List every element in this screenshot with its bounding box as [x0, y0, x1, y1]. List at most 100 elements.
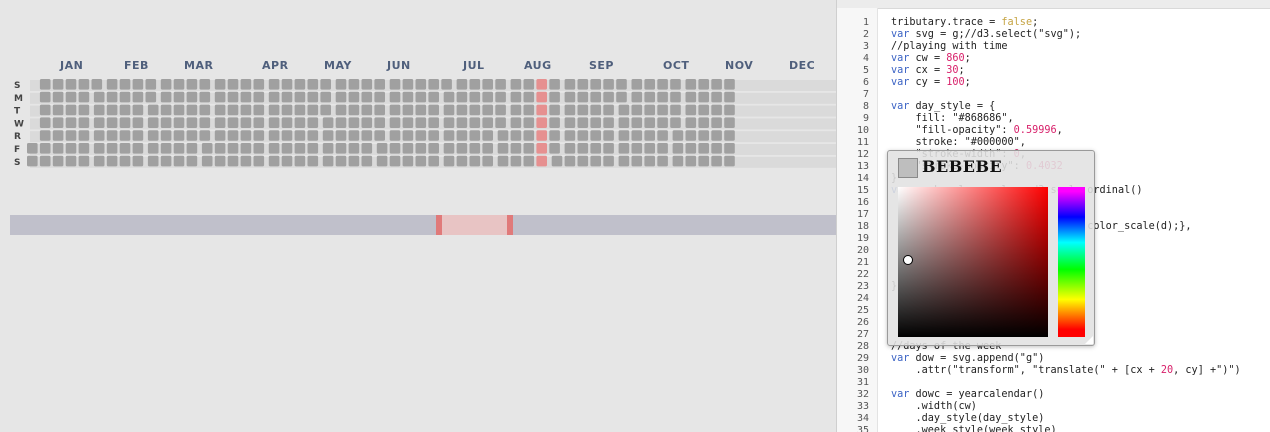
code-line[interactable]: .attr("transform", "translate(" + [cx + … — [891, 365, 1241, 376]
day-cell — [240, 143, 252, 154]
day-cell — [106, 155, 118, 167]
day-cell — [698, 104, 709, 116]
day-cell — [52, 104, 64, 116]
day-cell — [93, 155, 105, 167]
code-line[interactable]: stroke: "#000000", — [891, 137, 1026, 148]
color-picker[interactable]: BEBEBE — [887, 150, 1095, 346]
code-line[interactable]: var cw = 860; — [891, 53, 971, 64]
code-area[interactable]: tributary.trace = false; var svg = g;//d3… — [891, 8, 1270, 432]
code-line[interactable]: var svg = g;//d3.select("svg"); — [891, 29, 1082, 40]
code-line[interactable]: color_scale(d);}, — [1087, 221, 1192, 232]
day-cell — [307, 130, 319, 141]
code-line[interactable]: "fill-opacity": 0.59996, — [891, 125, 1063, 136]
day-cell — [443, 117, 455, 128]
day-cell — [294, 91, 306, 103]
day-cell — [335, 130, 347, 141]
day-cell — [361, 91, 373, 103]
day-cell — [672, 155, 684, 167]
code-line[interactable]: tributary.trace = false; — [891, 17, 1039, 28]
color-hex-value[interactable]: BEBEBE — [922, 157, 1003, 176]
code-line[interactable]: var day_style = { — [891, 101, 996, 112]
day-cell — [173, 155, 185, 167]
hue-slider[interactable] — [1058, 187, 1085, 337]
day-cell — [39, 117, 51, 128]
day-cell — [65, 117, 77, 128]
day-cell — [510, 91, 522, 103]
day-cell — [389, 104, 401, 116]
day-cell — [335, 104, 347, 116]
day-cell — [52, 143, 64, 154]
day-cell — [456, 79, 468, 90]
day-cell — [536, 104, 547, 116]
brush-handle-left — [436, 215, 442, 235]
day-cell — [106, 79, 118, 90]
saturation-value-square[interactable] — [898, 187, 1048, 337]
day-cell — [335, 91, 347, 103]
day-cell — [603, 104, 614, 116]
day-cell — [469, 130, 481, 141]
line-number: 19 — [856, 233, 869, 244]
line-number: 17 — [856, 209, 869, 220]
day-cell — [402, 104, 414, 116]
day-cell — [603, 91, 614, 103]
resize-handle[interactable] — [1085, 336, 1093, 344]
saturation-value-cursor[interactable] — [903, 255, 913, 265]
day-cell — [268, 79, 280, 90]
day-cell — [320, 91, 331, 103]
day-cell — [495, 117, 506, 128]
month-label: OCT — [663, 59, 689, 72]
code-line[interactable]: var cy = 100; — [891, 77, 971, 88]
day-cell — [536, 91, 547, 103]
day-cell — [320, 104, 331, 116]
code-line[interactable]: //days of the week — [891, 341, 1002, 352]
line-number: 9 — [862, 113, 869, 124]
day-cell — [670, 79, 681, 90]
day-cell — [65, 143, 77, 154]
day-cell — [173, 91, 185, 103]
day-cell — [631, 130, 643, 141]
day-of-week-label: S — [14, 158, 20, 168]
month-label: JAN — [59, 59, 83, 72]
code-line[interactable]: .width(cw) — [891, 401, 977, 412]
day-cell — [631, 104, 643, 116]
day-cell — [402, 79, 414, 90]
code-line[interactable]: //playing with time — [891, 41, 1008, 52]
day-cell — [603, 117, 614, 128]
day-cell — [348, 79, 360, 90]
day-cell — [199, 91, 211, 103]
day-cell — [106, 104, 118, 116]
day-cell — [281, 143, 293, 154]
day-cell — [227, 117, 239, 128]
code-line[interactable]: .day_style(day_style) — [891, 413, 1045, 424]
day-cell — [443, 155, 455, 167]
day-cell — [724, 79, 735, 90]
day-cell — [173, 79, 185, 90]
line-number: 7 — [862, 89, 869, 100]
code-line[interactable]: var cx = 30; — [891, 65, 965, 76]
day-cell — [469, 117, 481, 128]
day-cell — [644, 155, 655, 167]
line-number: 24 — [856, 293, 869, 304]
code-line[interactable]: .week_style(week_style) — [891, 425, 1057, 432]
day-cell — [564, 155, 576, 167]
code-line[interactable]: var dowc = yearcalendar() — [891, 389, 1045, 400]
code-line[interactable]: fill: "#868686", — [891, 113, 1014, 124]
day-cell — [402, 91, 414, 103]
day-cell — [52, 117, 64, 128]
day-cell — [657, 91, 668, 103]
day-cell — [469, 104, 481, 116]
day-cell — [415, 79, 427, 90]
day-cell — [186, 117, 198, 128]
line-number: 10 — [856, 125, 869, 136]
day-cell — [672, 130, 684, 141]
code-line[interactable]: var dow = svg.append("g") — [891, 353, 1045, 364]
day-cell — [402, 130, 414, 141]
day-cell — [294, 79, 306, 90]
day-cell — [52, 155, 64, 167]
day-cell — [281, 104, 293, 116]
day-cell — [227, 130, 239, 141]
day-cell — [147, 130, 159, 141]
month-label: JUL — [462, 59, 485, 72]
day-cell — [389, 91, 401, 103]
line-number: 12 — [856, 149, 869, 160]
